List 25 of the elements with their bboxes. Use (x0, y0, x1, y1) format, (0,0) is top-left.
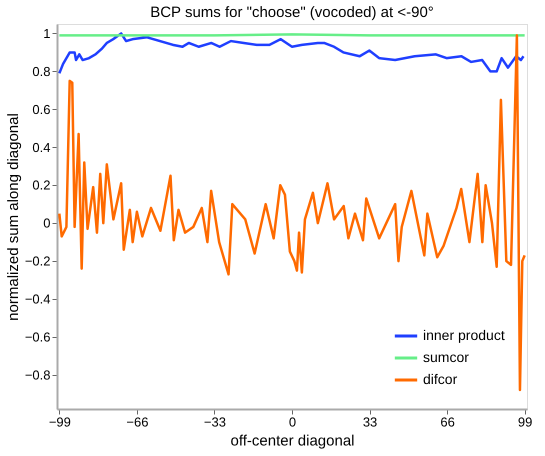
y-tick-label: 0.6 (32, 102, 50, 117)
legend-label: difcor (423, 371, 458, 387)
y-tick-label: 0.2 (32, 178, 50, 193)
y-tick-label: −0.2 (24, 254, 50, 269)
line-series (58, 32, 525, 75)
x-tick-label: −99 (48, 414, 71, 430)
x-tick-label: −33 (204, 414, 226, 430)
y-tick-label: −0.4 (24, 292, 50, 306)
y-tick-label: 0.8 (32, 64, 50, 79)
x-tick-label: 66 (440, 414, 455, 430)
line-series (58, 34, 526, 392)
y-tick-label: 0 (43, 216, 50, 231)
y-tick-label: 0.4 (32, 140, 50, 155)
x-tick-label: −66 (126, 414, 148, 430)
x-tick-label: 99 (518, 414, 532, 430)
legend-label: sumcor (423, 349, 470, 365)
x-axis-title: off-center diagonal (230, 432, 354, 450)
y-tick-label: 1 (43, 26, 50, 41)
y-axis-title: normalized sum along diagonal (4, 113, 22, 321)
chart-title: BCP sums for "choose" (vocoded) at <-90° (150, 4, 434, 21)
y-tick-label: −0.6 (24, 329, 50, 344)
x-tick-label: 0 (288, 414, 296, 430)
legend-label: inner product (423, 327, 505, 343)
y-tick-label: −0.8 (24, 367, 50, 382)
x-tick-label: 33 (362, 414, 378, 430)
